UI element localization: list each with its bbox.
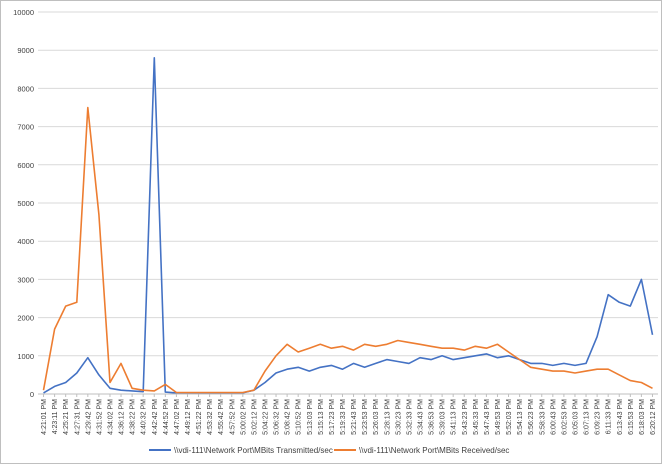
- y-tick-label: 6000: [17, 161, 34, 170]
- x-tick-label: 5:10:52 PM: [296, 399, 303, 435]
- x-tick-label: 4:51:22 PM: [196, 399, 203, 435]
- x-tick-label: 4:38:22 PM: [130, 399, 137, 435]
- x-tick-label: 4:23:11 PM: [52, 399, 59, 434]
- y-tick-label: 2000: [17, 314, 34, 323]
- y-tick-label: 10000: [13, 8, 34, 17]
- x-tick-label: 4:36:12 PM: [119, 399, 126, 435]
- y-tick-label: 7000: [17, 123, 34, 132]
- y-axis-ticks: 0 1000 2000 3000 4000 5000 6000 7000 8000 9000 100…: [13, 8, 34, 399]
- x-tick-label: 4:31:52 PM: [96, 399, 103, 435]
- x-tick-label: 5:08:42 PM: [285, 399, 292, 435]
- x-tick-label: 4:57:52 PM: [229, 399, 236, 435]
- x-tick-label: 6:02:53 PM: [561, 399, 568, 435]
- x-tick-label: 6:20:12 PM: [650, 399, 657, 435]
- legend-label-received: \\vdi-111\Network Port\MBits Received/se…: [359, 446, 509, 455]
- x-tick-label: 5:13:03 PM: [307, 399, 314, 435]
- x-tick-label: 5:30:23 PM: [395, 399, 402, 435]
- x-tick-label: 5:41:13 PM: [451, 399, 458, 435]
- x-tick-label: 6:15:53 PM: [628, 399, 635, 435]
- series-lines: [42, 56, 654, 394]
- x-tick-label: 6:13:43 PM: [617, 399, 624, 435]
- x-tick-label: 6:00:43 PM: [550, 399, 557, 435]
- y-tick-label: 1000: [17, 352, 34, 361]
- x-tick-label: 5:17:23 PM: [329, 399, 336, 435]
- x-tick-label: 5:28:13 PM: [384, 399, 391, 435]
- x-tick-label: 6:05:03 PM: [572, 399, 579, 435]
- x-tick-label: 5:45:33 PM: [473, 399, 480, 435]
- x-tick-label: 6:09:23 PM: [595, 399, 602, 435]
- x-tick-label: 6:11:33 PM: [606, 399, 613, 434]
- x-tick-label: 5:49:53 PM: [495, 399, 502, 435]
- x-tick-label: 5:32:33 PM: [406, 399, 413, 435]
- x-tick-label: 5:21:43 PM: [351, 399, 358, 435]
- legend-label-transmitted: \\vdi-111\Network Port\MBits Transmitted…: [174, 446, 333, 455]
- x-tick-label: 4:53:32 PM: [207, 399, 214, 435]
- x-axis-ticks: 4:21:01 PM 4:23:11 PM 4:25:21 PM 4:27:31 PM…: [41, 394, 657, 435]
- y-tick-label: 3000: [17, 275, 34, 284]
- series-line-received: [42, 106, 653, 394]
- x-tick-label: 4:42:42 PM: [152, 399, 159, 435]
- x-tick-label: 5:52:03 PM: [506, 399, 513, 435]
- x-tick-label: 5:54:13 PM: [517, 399, 524, 435]
- x-tick-label: 6:18:03 PM: [639, 399, 646, 435]
- x-tick-label: 4:40:32 PM: [141, 399, 148, 435]
- x-tick-label: 5:02:12 PM: [251, 399, 258, 435]
- x-tick-label: 6:07:13 PM: [584, 399, 591, 435]
- y-tick-label: 8000: [17, 84, 34, 93]
- x-tick-label: 4:55:42 PM: [218, 399, 225, 435]
- x-tick-label: 4:44:52 PM: [163, 399, 170, 435]
- x-tick-label: 5:23:53 PM: [362, 399, 369, 435]
- y-tick-label: 4000: [17, 237, 34, 246]
- x-tick-label: 5:43:23 PM: [462, 399, 469, 435]
- x-tick-label: 5:58:33 PM: [539, 399, 546, 435]
- x-tick-label: 5:19:33 PM: [340, 399, 347, 435]
- x-tick-label: 5:15:13 PM: [318, 399, 325, 435]
- legend: \\vdi-111\Network Port\MBits Transmitted…: [149, 446, 509, 455]
- x-tick-label: 4:29:42 PM: [85, 399, 92, 435]
- x-tick-label: 5:06:32 PM: [274, 399, 281, 435]
- x-tick-label: 5:00:02 PM: [240, 399, 247, 435]
- x-tick-label: 4:25:21 PM: [63, 399, 70, 435]
- x-tick-label: 4:34:02 PM: [107, 399, 114, 435]
- x-tick-label: 5:36:53 PM: [429, 399, 436, 435]
- x-tick-label: 4:27:31 PM: [74, 399, 81, 435]
- y-tick-label: 9000: [17, 46, 34, 55]
- x-tick-label: 4:49:12 PM: [185, 399, 192, 435]
- x-tick-label: 4:47:02 PM: [174, 399, 181, 435]
- x-tick-label: 5:04:22 PM: [262, 399, 269, 435]
- y-tick-label: 0: [30, 390, 34, 399]
- series-line-transmitted: [43, 56, 654, 394]
- y-tick-label: 5000: [17, 199, 34, 208]
- x-tick-label: 5:56:23 PM: [528, 399, 535, 435]
- x-tick-label: 4:21:01 PM: [41, 399, 48, 435]
- gridlines: [38, 11, 658, 395]
- x-tick-label: 5:47:43 PM: [484, 399, 491, 435]
- x-tick-label: 5:26:03 PM: [373, 399, 380, 435]
- x-tick-label: 5:34:43 PM: [417, 399, 424, 435]
- x-tick-label: 5:39:03 PM: [440, 399, 447, 435]
